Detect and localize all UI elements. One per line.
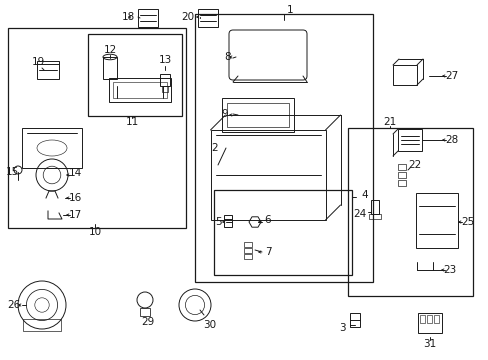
Bar <box>214 190 351 275</box>
Bar <box>160 74 170 86</box>
Text: 24: 24 <box>353 209 366 219</box>
Text: 16: 16 <box>68 193 81 203</box>
Bar <box>368 214 380 219</box>
Bar <box>224 215 231 227</box>
Text: 12: 12 <box>103 45 116 55</box>
Text: 30: 30 <box>203 320 216 330</box>
Text: 4: 4 <box>361 190 367 200</box>
Bar <box>198 9 218 27</box>
Bar <box>417 313 441 333</box>
Bar <box>392 65 416 85</box>
Text: 6: 6 <box>264 215 271 225</box>
Bar <box>397 180 405 186</box>
Text: 10: 10 <box>88 227 102 237</box>
Bar <box>109 78 171 102</box>
Text: 26: 26 <box>7 300 20 310</box>
Text: 1: 1 <box>286 5 293 15</box>
Bar <box>433 315 438 323</box>
Bar <box>244 248 251 253</box>
Bar <box>113 82 167 98</box>
Text: 14: 14 <box>68 168 81 178</box>
Text: 22: 22 <box>407 160 421 170</box>
Bar <box>226 103 288 127</box>
Text: 17: 17 <box>68 210 81 220</box>
Text: 8: 8 <box>224 52 231 62</box>
Text: 20: 20 <box>181 12 194 22</box>
Bar <box>138 9 158 27</box>
Text: 23: 23 <box>443 265 456 275</box>
Text: 9: 9 <box>221 109 228 119</box>
Bar <box>222 98 293 132</box>
Bar <box>140 308 150 316</box>
Bar <box>415 193 457 248</box>
Bar <box>397 172 405 178</box>
Text: 5: 5 <box>214 217 221 227</box>
Text: 21: 21 <box>383 117 396 127</box>
Bar <box>162 86 168 92</box>
Text: 29: 29 <box>141 317 154 327</box>
Bar <box>397 129 421 151</box>
Bar <box>37 61 59 79</box>
Text: 15: 15 <box>5 167 19 177</box>
Bar <box>8 28 185 228</box>
Bar <box>370 200 378 214</box>
Bar <box>210 130 325 220</box>
Bar <box>195 14 372 282</box>
Bar <box>103 57 117 79</box>
Bar <box>397 164 405 170</box>
Bar <box>419 315 424 323</box>
Bar <box>349 313 359 327</box>
Text: 13: 13 <box>158 55 171 65</box>
Bar <box>244 242 251 247</box>
Bar <box>244 254 251 259</box>
Bar <box>22 128 82 168</box>
Text: 19: 19 <box>31 57 44 67</box>
Bar <box>426 315 431 323</box>
Text: 3: 3 <box>338 323 345 333</box>
Text: 7: 7 <box>264 247 271 257</box>
Bar <box>88 34 182 116</box>
Text: 2: 2 <box>211 143 218 153</box>
Text: 27: 27 <box>445 71 458 81</box>
Text: 11: 11 <box>125 117 138 127</box>
Bar <box>23 319 61 332</box>
Text: 25: 25 <box>461 217 474 227</box>
Text: 18: 18 <box>121 12 134 22</box>
Text: 28: 28 <box>445 135 458 145</box>
Text: 31: 31 <box>423 339 436 349</box>
Bar <box>347 128 472 296</box>
